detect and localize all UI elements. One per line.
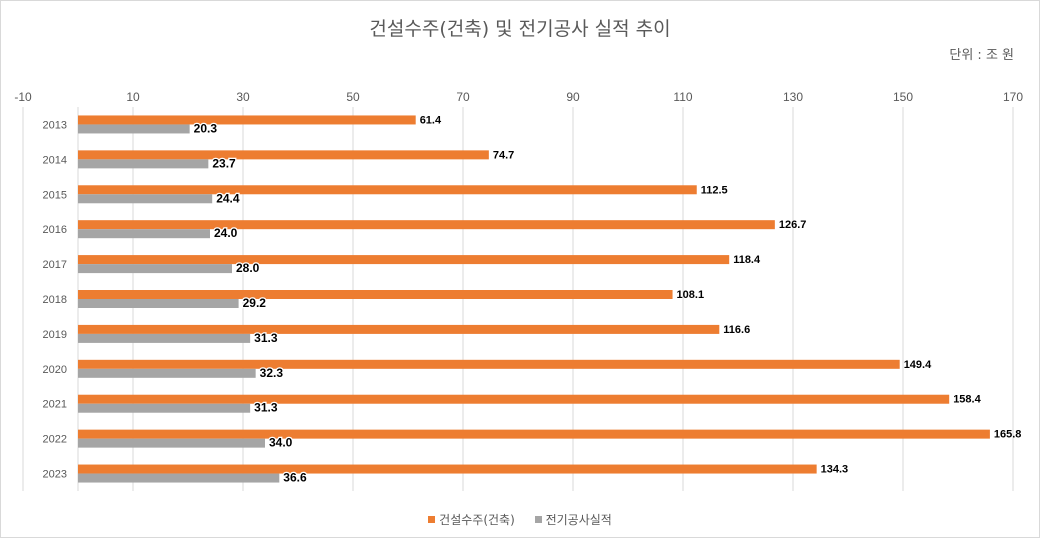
data-label: 118.4: [733, 254, 761, 266]
x-tick-label: 150: [893, 90, 913, 104]
bar-electrical: [78, 159, 209, 169]
legend-swatch: [428, 516, 436, 523]
data-label: 61.4: [420, 114, 442, 126]
data-label: 20.3: [194, 121, 218, 135]
data-label: 158.4: [953, 394, 981, 406]
y-tick-label: 2013: [43, 119, 67, 131]
x-tick-label: 70: [456, 90, 470, 104]
bar-electrical: [78, 333, 251, 343]
y-tick-label: 2015: [43, 189, 67, 201]
unit-note: 단위 : 조 원: [949, 48, 1014, 63]
data-label: 126.7: [779, 219, 807, 231]
bar-construction: [78, 150, 489, 160]
data-label: 32.3: [260, 366, 284, 380]
x-tick-label: 130: [783, 90, 803, 104]
data-label: 28.0: [236, 261, 260, 275]
y-tick-label: 2019: [43, 329, 67, 341]
bar-construction: [78, 115, 416, 125]
data-label: 29.2: [243, 296, 267, 310]
y-tick-label: 2021: [43, 399, 67, 411]
y-tick-label: 2016: [43, 224, 67, 236]
bar-electrical: [78, 438, 265, 448]
y-tick-label: 2023: [43, 469, 67, 481]
bar-electrical: [78, 473, 280, 483]
data-label: 31.3: [254, 331, 278, 345]
legend: 건설수주(건축) 전기공사실적: [0, 511, 1040, 528]
x-tick-label: 90: [566, 90, 580, 104]
x-tick-label: 170: [1003, 90, 1023, 104]
chart-title: 건설수주(건축) 및 전기공사 실적 추이: [369, 18, 671, 40]
data-label: 116.6: [723, 324, 750, 336]
bar-construction: [78, 359, 900, 369]
data-label: 34.0: [269, 436, 293, 450]
y-tick-label: 2017: [43, 259, 67, 271]
data-label: 165.8: [994, 429, 1022, 441]
data-label: 112.5: [701, 184, 728, 196]
bar-construction: [78, 185, 697, 195]
legend-item-electrical[interactable]: 전기공사실적: [534, 511, 612, 528]
bar-construction: [78, 255, 730, 265]
bar-construction: [78, 429, 990, 439]
legend-label: 전기공사실적: [545, 513, 612, 527]
x-tick-label: 10: [126, 90, 140, 104]
data-label: 24.0: [214, 226, 238, 240]
bar-construction: [78, 394, 950, 404]
y-tick-label: 2014: [43, 154, 67, 166]
y-tick-label: 2022: [43, 434, 67, 446]
data-label: 24.4: [216, 191, 240, 205]
data-label: 23.7: [212, 156, 236, 170]
x-tick-label: 30: [236, 90, 250, 104]
data-label: 108.1: [677, 289, 705, 301]
bar-electrical: [78, 368, 256, 378]
data-label: 31.3: [254, 401, 278, 415]
legend-label: 건설수주(건축): [439, 513, 515, 527]
data-label: 36.6: [283, 471, 307, 485]
legend-item-construction[interactable]: 건설수주(건축): [428, 511, 515, 528]
bar-electrical: [78, 194, 213, 204]
legend-swatch: [534, 516, 542, 523]
bar-construction: [78, 290, 673, 299]
data-label: 149.4: [904, 359, 932, 371]
y-tick-label: 2018: [43, 294, 67, 306]
bar-electrical: [78, 229, 210, 239]
data-label: 74.7: [493, 149, 514, 161]
bar-construction: [78, 464, 817, 474]
data-label: 134.3: [821, 464, 849, 476]
y-tick-label: 2020: [43, 364, 67, 376]
x-tick-label: 50: [346, 90, 360, 104]
x-tick-label: 110: [673, 90, 692, 104]
bar-electrical: [78, 403, 251, 413]
bar-electrical: [78, 124, 190, 134]
bar-electrical: [78, 299, 239, 308]
x-tick-label: -10: [14, 90, 32, 104]
bar-electrical: [78, 264, 232, 274]
bar-construction: [78, 220, 775, 230]
bar-construction: [78, 324, 720, 334]
